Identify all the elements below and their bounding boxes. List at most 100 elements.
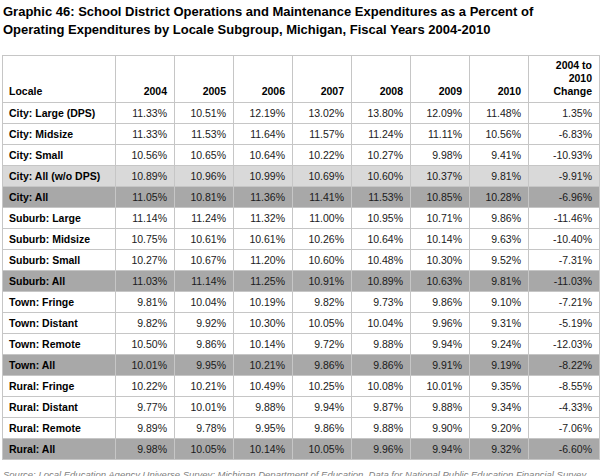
value-cell: 9.81% (116, 291, 175, 312)
table-body: City: Large (DPS)11.33%10.51%12.19%13.02… (3, 102, 600, 459)
value-cell: 10.21% (175, 375, 234, 396)
table-row: City: Midsize11.33%11.53%11.64%11.57%11.… (3, 123, 600, 144)
locale-cell: City: All (3, 186, 116, 207)
value-cell: 10.30% (411, 249, 470, 270)
locale-cell: Town: Remote (3, 333, 116, 354)
value-cell: 9.24% (470, 333, 529, 354)
value-cell: 9.35% (470, 375, 529, 396)
value-cell: -7.06% (529, 417, 600, 438)
page-title: Graphic 46: School District Operations a… (0, 0, 600, 39)
table-row: Suburb: Small10.27%10.67%11.20%10.60%10.… (3, 249, 600, 270)
locale-cell: Rural: All (3, 438, 116, 459)
value-cell: 10.27% (352, 144, 411, 165)
value-cell: 9.31% (470, 312, 529, 333)
column-header-2004-to-2010-change: 2004 to 2010 Change (529, 55, 600, 102)
table-row: Rural: All9.98%10.05%10.14%10.05%9.96%9.… (3, 438, 600, 459)
value-cell: 11.25% (234, 270, 293, 291)
locale-cell: City: Small (3, 144, 116, 165)
value-cell: 11.14% (175, 270, 234, 291)
value-cell: 10.25% (293, 375, 352, 396)
value-cell: 9.98% (411, 144, 470, 165)
value-cell: 10.99% (234, 165, 293, 186)
value-cell: -11.46% (529, 207, 600, 228)
value-cell: -6.83% (529, 123, 600, 144)
table-row: City: All (w/o DPS)10.89%10.96%10.99%10.… (3, 165, 600, 186)
value-cell: 11.11% (411, 123, 470, 144)
value-cell: 10.85% (411, 186, 470, 207)
value-cell: 10.50% (116, 333, 175, 354)
value-cell: 11.36% (234, 186, 293, 207)
value-cell: 9.72% (293, 333, 352, 354)
value-cell: 10.01% (175, 396, 234, 417)
value-cell: 9.96% (352, 438, 411, 459)
value-cell: 10.37% (411, 165, 470, 186)
value-cell: 10.04% (175, 291, 234, 312)
value-cell: 10.60% (293, 249, 352, 270)
value-cell: -6.60% (529, 438, 600, 459)
value-cell: 10.64% (234, 144, 293, 165)
value-cell: 11.00% (293, 207, 352, 228)
locale-cell: Rural: Distant (3, 396, 116, 417)
value-cell: 10.01% (411, 375, 470, 396)
locale-cell: Rural: Remote (3, 417, 116, 438)
table-row: Suburb: All11.03%11.14%11.25%10.91%10.89… (3, 270, 600, 291)
table-header-row: Locale20042005200620072008200920102004 t… (3, 55, 600, 102)
value-cell: 1.35% (529, 102, 600, 123)
table-row: Town: Distant9.82%9.92%10.30%10.05%10.04… (3, 312, 600, 333)
value-cell: 9.81% (470, 165, 529, 186)
value-cell: -4.33% (529, 396, 600, 417)
value-cell: 10.08% (352, 375, 411, 396)
column-header-2005: 2005 (175, 55, 234, 102)
value-cell: 10.48% (352, 249, 411, 270)
value-cell: -5.19% (529, 312, 600, 333)
value-cell: 13.80% (352, 102, 411, 123)
value-cell: 10.01% (116, 354, 175, 375)
value-cell: -7.21% (529, 291, 600, 312)
value-cell: 9.86% (352, 354, 411, 375)
value-cell: 11.53% (352, 186, 411, 207)
value-cell: 9.32% (470, 438, 529, 459)
value-cell: -10.93% (529, 144, 600, 165)
value-cell: 9.81% (470, 270, 529, 291)
value-cell: 10.14% (234, 333, 293, 354)
value-cell: 9.86% (293, 417, 352, 438)
value-cell: 9.41% (470, 144, 529, 165)
value-cell: 11.14% (116, 207, 175, 228)
value-cell: 10.14% (411, 228, 470, 249)
value-cell: 10.04% (352, 312, 411, 333)
value-cell: -9.91% (529, 165, 600, 186)
value-cell: -8.55% (529, 375, 600, 396)
value-cell: 10.56% (116, 144, 175, 165)
value-cell: 10.67% (175, 249, 234, 270)
value-cell: 10.19% (234, 291, 293, 312)
value-cell: 9.88% (411, 396, 470, 417)
locale-cell: Town: Fringe (3, 291, 116, 312)
value-cell: 10.81% (175, 186, 234, 207)
value-cell: 10.30% (234, 312, 293, 333)
value-cell: 10.49% (234, 375, 293, 396)
value-cell: -10.40% (529, 228, 600, 249)
value-cell: 10.96% (175, 165, 234, 186)
table-row: Suburb: Large11.14%11.24%11.32%11.00%10.… (3, 207, 600, 228)
value-cell: 9.94% (411, 333, 470, 354)
column-header-locale: Locale (3, 55, 116, 102)
value-cell: 10.22% (293, 144, 352, 165)
expenditure-table: Locale20042005200620072008200920102004 t… (2, 55, 600, 460)
value-cell: 9.86% (175, 333, 234, 354)
table-row: Town: All10.01%9.95%10.21%9.86%9.86%9.91… (3, 354, 600, 375)
value-cell: 10.61% (234, 228, 293, 249)
value-cell: 9.86% (411, 291, 470, 312)
locale-cell: Suburb: All (3, 270, 116, 291)
value-cell: 9.95% (234, 417, 293, 438)
column-header-2004: 2004 (116, 55, 175, 102)
value-cell: 10.61% (175, 228, 234, 249)
value-cell: 9.90% (411, 417, 470, 438)
value-cell: 9.52% (470, 249, 529, 270)
value-cell: 10.28% (470, 186, 529, 207)
report-graphic-page: { "title": "Graphic 46: School District … (0, 0, 600, 476)
locale-cell: City: Large (DPS) (3, 102, 116, 123)
table-row: City: Small10.56%10.65%10.64%10.22%10.27… (3, 144, 600, 165)
value-cell: 9.88% (352, 333, 411, 354)
table-row: Suburb: Midsize10.75%10.61%10.61%10.26%1… (3, 228, 600, 249)
value-cell: 9.34% (470, 396, 529, 417)
